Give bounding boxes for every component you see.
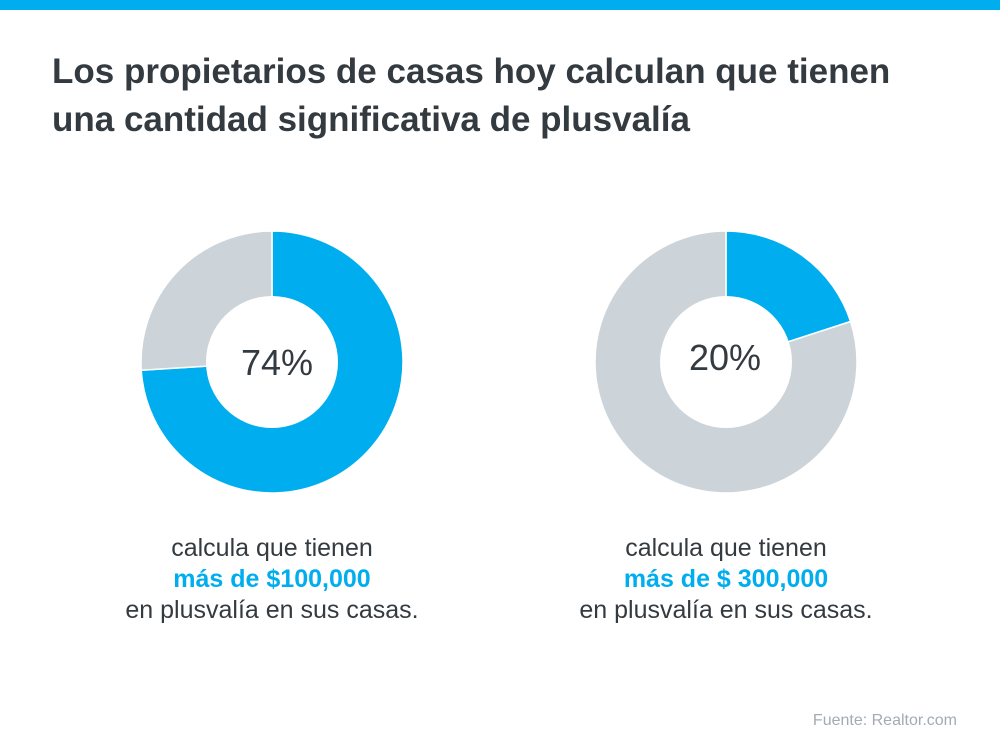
top-accent-bar <box>0 0 1000 10</box>
source-credit: Fuente: Realtor.com <box>812 712 957 729</box>
caption-line: en plusvalía en sus casas. <box>579 596 873 624</box>
caption-line: calcula que tienen <box>171 534 373 562</box>
caption-highlight: más de $ 300,000 <box>623 565 829 593</box>
percent-label-300k: 20% <box>689 337 761 378</box>
caption-100k: calcula que tienen más de $100,000 en pl… <box>45 533 499 626</box>
donut-chart-300k: 20% <box>594 230 858 494</box>
percent-label-100k: 74% <box>241 342 313 383</box>
donut-chart-100k: 74% <box>140 230 404 494</box>
caption-line: en plusvalía en sus casas. <box>125 596 419 624</box>
page-title: Los propietarios de casas hoy calculan q… <box>52 52 891 139</box>
caption-line: calcula que tienen <box>625 534 827 562</box>
donut-hole <box>206 296 338 428</box>
caption-highlight: más de $100,000 <box>173 565 371 593</box>
caption-300k: calcula que tienen más de $ 300,000 en p… <box>499 533 953 626</box>
donut-hole <box>660 296 792 428</box>
